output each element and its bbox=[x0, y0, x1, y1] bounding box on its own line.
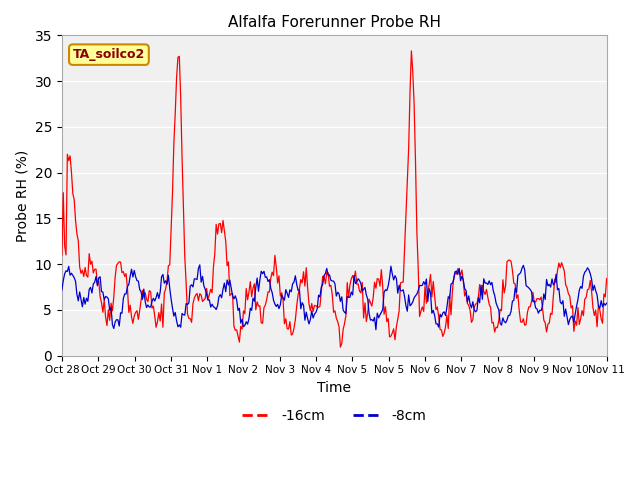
X-axis label: Time: Time bbox=[317, 381, 351, 395]
Title: Alfalfa Forerunner Probe RH: Alfalfa Forerunner Probe RH bbox=[228, 15, 441, 30]
Legend: -16cm, -8cm: -16cm, -8cm bbox=[237, 404, 432, 429]
Y-axis label: Probe RH (%): Probe RH (%) bbox=[15, 149, 29, 241]
Text: TA_soilco2: TA_soilco2 bbox=[73, 48, 145, 61]
